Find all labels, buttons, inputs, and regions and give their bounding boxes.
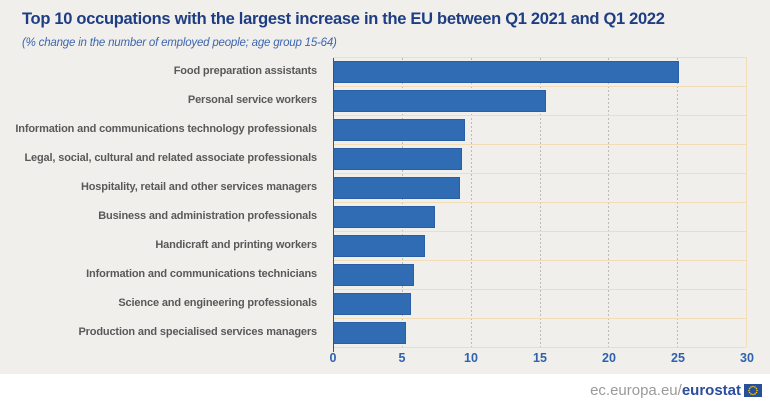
chart-subtitle: (% change in the number of employed peop… xyxy=(22,37,337,49)
category-label: Personal service workers xyxy=(187,94,317,106)
bar-row xyxy=(333,145,746,174)
x-tick-label-15: 15 xyxy=(533,351,547,365)
bar-1 xyxy=(333,61,679,83)
bar-row xyxy=(333,116,746,145)
x-axis-tick-labels: 0 5 10 15 20 25 30 xyxy=(0,351,770,369)
footer-url-prefix: ec.europa.eu/ xyxy=(590,381,682,399)
bar-4 xyxy=(333,148,463,170)
category-label: Production and specialised services mana… xyxy=(78,326,317,338)
x-tick-label-0: 0 xyxy=(329,351,337,365)
bar-row xyxy=(333,58,746,87)
eu-flag-icon xyxy=(744,383,762,397)
category-label: Legal, social, cultural and related asso… xyxy=(24,152,317,164)
bar-10 xyxy=(333,322,406,344)
category-label: Handicraft and printing workers xyxy=(155,239,317,251)
bar-6 xyxy=(333,206,435,228)
eurostat-link[interactable]: ec.europa.eu/eurostat xyxy=(590,382,762,399)
x-tick-label-10: 10 xyxy=(464,351,478,365)
bar-row xyxy=(333,232,746,261)
category-label: Information and communications technolog… xyxy=(15,123,317,135)
bar-row xyxy=(333,319,746,348)
bar-3 xyxy=(333,119,466,141)
bar-row xyxy=(333,174,746,203)
category-label: Business and administration professional… xyxy=(98,210,317,222)
bar-row xyxy=(333,261,746,290)
category-label: Food preparation assistants xyxy=(173,65,317,77)
bar-row xyxy=(333,203,746,232)
plot-area xyxy=(333,57,747,352)
category-label: Information and communications technicia… xyxy=(86,268,317,280)
x-tick-label-5: 5 xyxy=(398,351,406,365)
x-tick-label-25: 25 xyxy=(671,351,685,365)
category-axis-labels: Food preparation assistants Personal serv… xyxy=(0,57,317,347)
chart-canvas: Top 10 occupations with the largest incr… xyxy=(0,0,770,374)
footer-bar: ec.europa.eu/eurostat xyxy=(0,374,770,406)
bar-8 xyxy=(333,264,415,286)
footer-brand: eurostat xyxy=(681,381,741,399)
bar-7 xyxy=(333,235,426,257)
bar-9 xyxy=(333,293,412,315)
eu-flag-stars xyxy=(748,385,758,395)
bar-row xyxy=(333,87,746,116)
x-tick-label-30: 30 xyxy=(740,351,754,365)
bar-2 xyxy=(333,90,547,112)
bar-row xyxy=(333,290,746,319)
y-axis-line xyxy=(333,58,334,352)
category-label: Science and engineering professionals xyxy=(118,297,317,309)
chart-title: Top 10 occupations with the largest incr… xyxy=(22,10,665,28)
bar-5 xyxy=(333,177,460,199)
x-tick-label-20: 20 xyxy=(602,351,616,365)
category-label: Hospitality, retail and other services m… xyxy=(80,181,317,193)
